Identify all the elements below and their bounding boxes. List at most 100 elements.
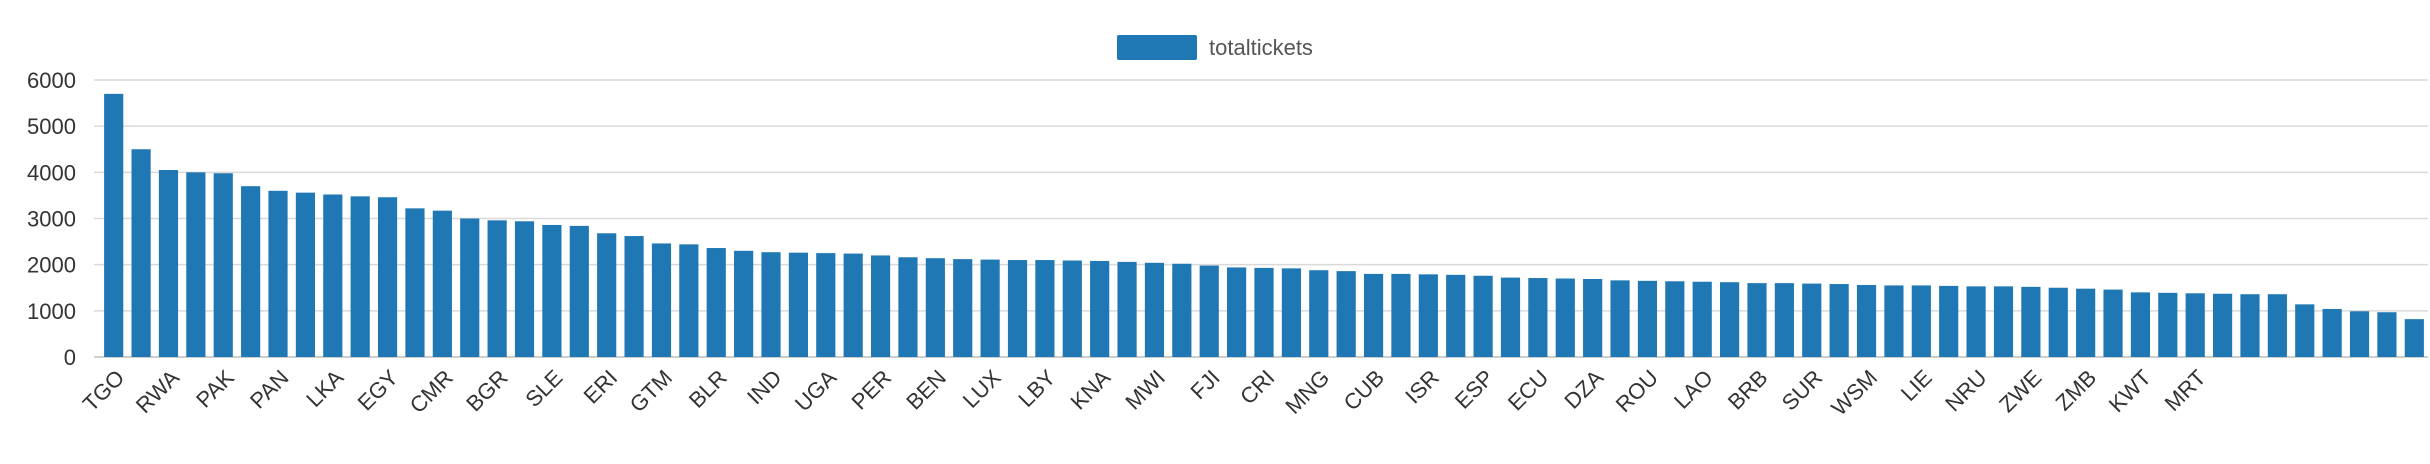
bar[interactable] xyxy=(1911,285,1931,357)
bar[interactable] xyxy=(1993,286,2014,357)
bar[interactable] xyxy=(1281,268,1301,357)
bar[interactable] xyxy=(1939,285,1959,357)
legend-label[interactable]: totaltickets xyxy=(1209,35,1313,60)
bar[interactable] xyxy=(1856,284,1877,357)
bar[interactable] xyxy=(2158,292,2178,357)
bar[interactable] xyxy=(925,258,945,357)
bar[interactable] xyxy=(679,244,699,357)
bar[interactable] xyxy=(377,197,398,357)
bar[interactable] xyxy=(2240,294,2260,357)
x-tick-label: LUX xyxy=(958,365,1006,413)
bar[interactable] xyxy=(569,225,589,357)
bar[interactable] xyxy=(1062,260,1082,357)
y-tick-label: 1000 xyxy=(27,299,76,324)
bar[interactable] xyxy=(1035,260,1055,357)
bar[interactable] xyxy=(1363,273,1384,357)
bar[interactable] xyxy=(1418,274,1438,357)
bar[interactable] xyxy=(1966,286,1986,357)
bar[interactable] xyxy=(1802,283,1822,357)
x-tick-label: BLR xyxy=(684,365,732,413)
bar[interactable] xyxy=(350,196,370,357)
bar[interactable] xyxy=(2377,312,2397,357)
bar[interactable] xyxy=(788,252,808,357)
bar[interactable] xyxy=(2295,304,2315,357)
bar[interactable] xyxy=(597,233,617,357)
legend[interactable]: totaltickets xyxy=(1117,35,1313,60)
bar[interactable] xyxy=(1117,261,1137,357)
x-tick-label: BGR xyxy=(461,365,512,416)
bar[interactable] xyxy=(1829,284,1849,357)
x-tick-label: ESP xyxy=(1450,365,1499,414)
bar[interactable] xyxy=(268,190,288,357)
bar[interactable] xyxy=(432,210,452,357)
bar[interactable] xyxy=(1227,267,1247,357)
bar[interactable] xyxy=(1007,260,1028,357)
bar[interactable] xyxy=(1500,277,1521,357)
bar[interactable] xyxy=(1446,274,1466,357)
bar[interactable] xyxy=(1090,260,1110,357)
bar[interactable] xyxy=(2076,288,2096,357)
bar[interactable] xyxy=(2322,308,2342,357)
bar[interactable] xyxy=(1692,281,1712,357)
bar[interactable] xyxy=(131,149,151,357)
bar[interactable] xyxy=(1391,273,1411,357)
bar[interactable] xyxy=(2404,319,2424,357)
bar[interactable] xyxy=(2213,293,2233,357)
bar[interactable] xyxy=(241,186,261,357)
bar[interactable] xyxy=(843,253,863,357)
bar[interactable] xyxy=(2021,286,2041,357)
bar[interactable] xyxy=(514,221,535,357)
x-tick-label: NRU xyxy=(1940,365,1991,416)
bar[interactable] xyxy=(295,192,315,357)
bar[interactable] xyxy=(2185,293,2205,357)
y-tick-label: 0 xyxy=(64,345,76,370)
bar[interactable] xyxy=(1555,278,1575,357)
x-tick-label: MRT xyxy=(2160,365,2211,416)
bar[interactable] xyxy=(816,253,836,357)
bar[interactable] xyxy=(898,257,918,357)
bar[interactable] xyxy=(1583,278,1603,357)
bar[interactable] xyxy=(1144,262,1165,357)
bar[interactable] xyxy=(2349,311,2370,357)
bar[interactable] xyxy=(1884,285,1904,357)
bar[interactable] xyxy=(734,250,754,357)
bar[interactable] xyxy=(323,194,343,357)
bar[interactable] xyxy=(1665,281,1685,357)
bar[interactable] xyxy=(2048,287,2068,357)
bar[interactable] xyxy=(1172,263,1192,357)
bar[interactable] xyxy=(1336,271,1356,357)
bar[interactable] xyxy=(2267,294,2287,357)
bar[interactable] xyxy=(1774,283,1794,357)
legend-swatch[interactable] xyxy=(1117,35,1197,60)
bar[interactable] xyxy=(624,236,644,357)
bar[interactable] xyxy=(158,170,179,357)
bar[interactable] xyxy=(1637,280,1658,357)
bar[interactable] xyxy=(870,255,891,357)
bar[interactable] xyxy=(213,173,233,357)
bar[interactable] xyxy=(980,259,1000,357)
bar[interactable] xyxy=(104,93,124,357)
bar[interactable] xyxy=(1747,283,1767,357)
bar[interactable] xyxy=(405,208,425,357)
bar[interactable] xyxy=(487,220,507,357)
x-tick-label: LKA xyxy=(301,365,348,412)
bar[interactable] xyxy=(1720,282,1740,357)
bar[interactable] xyxy=(1254,267,1274,357)
bar[interactable] xyxy=(460,218,480,358)
bar[interactable] xyxy=(1528,278,1548,357)
bar[interactable] xyxy=(706,248,726,357)
bar[interactable] xyxy=(1610,280,1630,357)
bar[interactable] xyxy=(1473,275,1493,357)
bar[interactable] xyxy=(186,172,206,357)
bar[interactable] xyxy=(953,259,973,357)
bar[interactable] xyxy=(651,243,672,357)
bar[interactable] xyxy=(761,252,781,357)
x-tick-label: CUB xyxy=(1339,365,1390,416)
bar[interactable] xyxy=(2103,289,2123,357)
bar[interactable] xyxy=(2130,292,2151,357)
bar[interactable] xyxy=(542,224,562,357)
bar[interactable] xyxy=(1199,265,1219,357)
bar[interactable] xyxy=(1309,270,1329,357)
x-tick-label: LIE xyxy=(1896,365,1937,406)
